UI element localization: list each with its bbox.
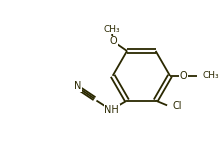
- Text: N: N: [74, 81, 81, 91]
- Text: CH₃: CH₃: [202, 71, 219, 80]
- Text: O: O: [110, 36, 117, 46]
- Text: NH: NH: [104, 105, 119, 115]
- Text: O: O: [180, 71, 187, 81]
- Text: CH₃: CH₃: [103, 25, 120, 34]
- Text: Cl: Cl: [173, 101, 182, 111]
